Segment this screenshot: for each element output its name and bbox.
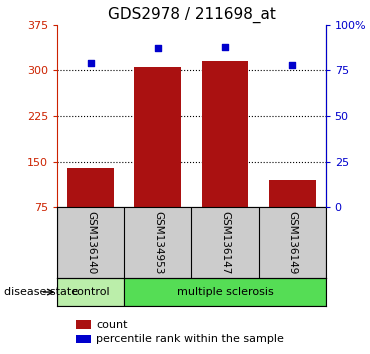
Point <box>155 46 161 51</box>
Bar <box>67 167 114 207</box>
Title: GDS2978 / 211698_at: GDS2978 / 211698_at <box>108 7 275 23</box>
Text: percentile rank within the sample: percentile rank within the sample <box>96 334 284 344</box>
Bar <box>57 278 124 306</box>
Point <box>289 62 295 68</box>
Text: control: control <box>71 287 110 297</box>
Text: multiple sclerosis: multiple sclerosis <box>176 287 273 297</box>
Text: GSM136149: GSM136149 <box>287 211 297 274</box>
Point <box>88 60 94 66</box>
Bar <box>134 67 181 207</box>
Point <box>222 44 228 50</box>
Bar <box>124 278 326 306</box>
Text: count: count <box>96 320 128 330</box>
Text: GSM134953: GSM134953 <box>153 211 163 274</box>
Bar <box>269 180 316 207</box>
Text: GSM136140: GSM136140 <box>86 211 96 274</box>
Text: disease state: disease state <box>4 287 78 297</box>
Text: GSM136147: GSM136147 <box>220 211 230 274</box>
Bar <box>202 61 249 207</box>
